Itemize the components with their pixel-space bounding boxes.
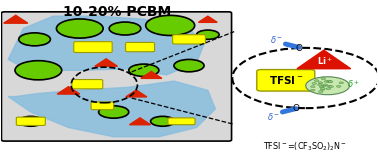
Circle shape	[324, 80, 328, 82]
Circle shape	[109, 22, 141, 35]
Polygon shape	[95, 59, 118, 66]
Circle shape	[319, 91, 323, 93]
Circle shape	[150, 116, 175, 126]
Circle shape	[312, 83, 316, 84]
Circle shape	[327, 80, 331, 82]
Circle shape	[174, 59, 204, 72]
Circle shape	[329, 86, 333, 88]
Circle shape	[336, 85, 341, 87]
Text: TFSI$^-$: TFSI$^-$	[269, 74, 303, 86]
Circle shape	[232, 48, 378, 108]
Circle shape	[146, 15, 195, 35]
Circle shape	[311, 86, 315, 88]
Circle shape	[56, 19, 103, 38]
Polygon shape	[8, 81, 215, 137]
FancyBboxPatch shape	[91, 102, 114, 110]
Circle shape	[321, 88, 325, 90]
FancyBboxPatch shape	[2, 12, 232, 141]
Circle shape	[339, 82, 344, 84]
Circle shape	[328, 81, 333, 83]
Circle shape	[318, 84, 322, 86]
Circle shape	[99, 106, 129, 118]
Polygon shape	[198, 16, 217, 22]
Polygon shape	[297, 50, 351, 69]
Circle shape	[19, 116, 43, 126]
FancyBboxPatch shape	[74, 42, 112, 52]
Circle shape	[319, 86, 324, 88]
FancyBboxPatch shape	[173, 35, 205, 44]
Circle shape	[321, 88, 325, 90]
Polygon shape	[8, 16, 204, 75]
Circle shape	[197, 30, 219, 39]
Text: 10-20% PCBM: 10-20% PCBM	[64, 5, 172, 19]
Text: $\delta^-$: $\delta^-$	[270, 34, 284, 45]
Circle shape	[15, 61, 62, 80]
Circle shape	[323, 84, 328, 86]
FancyBboxPatch shape	[257, 70, 315, 91]
Text: $\delta^+$: $\delta^+$	[347, 78, 361, 90]
Circle shape	[306, 77, 349, 95]
Circle shape	[310, 89, 315, 91]
Circle shape	[322, 85, 327, 87]
Circle shape	[321, 78, 326, 80]
Polygon shape	[141, 71, 162, 78]
FancyBboxPatch shape	[125, 42, 155, 52]
Circle shape	[318, 82, 323, 84]
Circle shape	[19, 33, 50, 46]
FancyBboxPatch shape	[16, 117, 45, 125]
Text: $\delta^-$: $\delta^-$	[267, 111, 280, 122]
Polygon shape	[126, 90, 147, 97]
Text: O: O	[293, 104, 300, 113]
FancyBboxPatch shape	[72, 80, 103, 89]
Circle shape	[328, 81, 332, 83]
Circle shape	[327, 85, 332, 87]
Polygon shape	[4, 15, 28, 23]
Circle shape	[129, 64, 159, 76]
Polygon shape	[57, 87, 80, 94]
Text: O: O	[296, 44, 303, 54]
Text: TFSI$^-$=(CF$_3$SO$_2$)$_2$N$^-$: TFSI$^-$=(CF$_3$SO$_2$)$_2$N$^-$	[263, 141, 347, 153]
Text: Li$^+$: Li$^+$	[317, 55, 333, 67]
FancyBboxPatch shape	[168, 118, 195, 125]
Circle shape	[326, 88, 331, 90]
Polygon shape	[130, 118, 150, 125]
Circle shape	[314, 80, 319, 82]
